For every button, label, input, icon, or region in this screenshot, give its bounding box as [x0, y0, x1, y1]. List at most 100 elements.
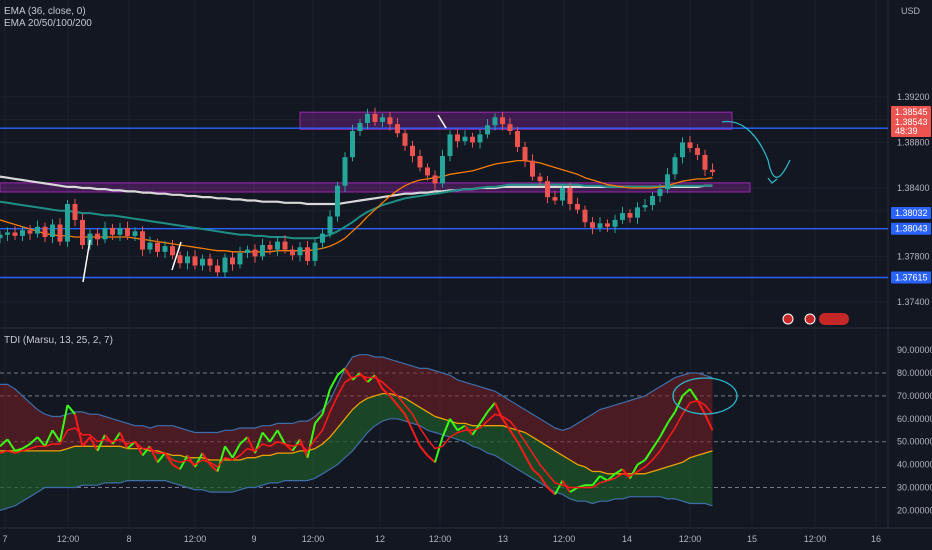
tdi-rsi-segment — [329, 374, 339, 390]
tdi-rsi-segment — [216, 445, 226, 472]
candle-body — [185, 256, 190, 264]
trend-stroke — [171, 241, 182, 271]
candle-body — [635, 207, 640, 218]
candle-body — [177, 255, 183, 264]
candle-body — [492, 117, 498, 126]
tdi-tick-label: 30.000000 — [897, 483, 932, 493]
price-tags: 1.389251.385451.3854348:391.380431.38032… — [891, 106, 931, 284]
candle-body — [402, 133, 408, 146]
time-tick-label: 15 — [747, 534, 757, 544]
candle-body — [267, 245, 273, 250]
tdi-rsi-segment — [96, 434, 106, 452]
tdi-rsi-segment — [651, 436, 661, 450]
price-tag — [891, 222, 931, 235]
tdi-rsi-segment — [66, 404, 76, 415]
tdi-tick-label: 90.000000 — [897, 345, 932, 355]
tdi-rsi-segment — [636, 459, 646, 466]
candle-body — [425, 167, 430, 176]
projection-arrowhead — [767, 177, 778, 184]
tdi-rsi-segment — [21, 443, 31, 450]
price-tag-label: 48:39 — [895, 126, 918, 136]
candle-body — [80, 219, 85, 245]
candle-body — [672, 157, 678, 175]
candle-body — [305, 247, 310, 261]
candle-body — [485, 125, 490, 135]
tdi-lower-band-area — [0, 393, 713, 511]
tdi-legend[interactable]: TDI (Marsu, 13, 25, 2, 7) — [4, 335, 113, 346]
tdi-rsi-segment — [104, 434, 114, 445]
time-tick-label: 16 — [871, 534, 881, 544]
ema-multi-legend[interactable]: EMA 20/50/100/200 — [4, 18, 92, 29]
price-tag — [891, 106, 931, 118]
tdi-rsi-segment — [224, 445, 234, 459]
candle-body — [605, 223, 610, 227]
time-tick-label: 14 — [622, 534, 632, 544]
candle-body — [110, 227, 115, 235]
tdi-rsi-segment — [554, 480, 564, 495]
tdi-rsi-segment — [321, 388, 331, 415]
tdi-rsi-segment — [509, 429, 519, 443]
tdi-rsi-segment — [261, 431, 271, 443]
tdi-rsi-segment — [434, 436, 444, 463]
currency-label: USD — [900, 6, 920, 16]
tdi-rsi-segment — [81, 436, 91, 447]
candle-body — [50, 224, 55, 238]
candle-body — [440, 156, 445, 184]
tdi-rsi-segment — [89, 436, 99, 452]
candle-body — [275, 241, 280, 250]
candle-body — [42, 226, 48, 238]
flag-badge-icon — [782, 313, 794, 325]
candle-body — [357, 123, 363, 131]
tdi-rsi-segment — [44, 429, 54, 447]
candle-body — [462, 136, 468, 142]
tdi-rsi-segment — [6, 438, 16, 452]
candle-body — [665, 174, 670, 190]
price-tag-label: 1.38545 — [895, 107, 928, 117]
time-tick-label: 9 — [251, 534, 256, 544]
tdi-rsi-segment — [644, 448, 654, 461]
candle-body — [500, 117, 505, 125]
tdi-rsi-segment — [621, 468, 631, 479]
candle-body — [380, 117, 385, 122]
candle-body — [350, 131, 355, 158]
candle-body — [372, 113, 378, 122]
time-tick-label: 7 — [2, 534, 7, 544]
tdi-rsi-segment — [269, 429, 279, 443]
candle-body — [417, 156, 423, 168]
tdi-rsi-segment — [456, 424, 466, 432]
candle-body — [597, 223, 603, 228]
candle-body — [680, 142, 685, 158]
tdi-rsi-segment — [681, 388, 691, 397]
candle-body — [215, 265, 220, 273]
zones — [0, 111, 751, 193]
candle-body — [590, 222, 595, 228]
candle-body — [147, 242, 153, 250]
tdi-rsi-segment — [141, 445, 151, 457]
time-tick-label: 12:00 — [302, 534, 325, 544]
ema-36-line — [0, 159, 713, 253]
supply-demand-zone — [299, 111, 733, 130]
candle-body — [612, 219, 618, 227]
tdi-rsi-segment — [336, 367, 346, 377]
candle-body — [365, 113, 370, 124]
candle-body — [695, 148, 700, 155]
tdi-rsi-segment — [134, 441, 144, 456]
time-tick-label: 8 — [126, 534, 131, 544]
tdi-rsi-segment — [441, 418, 451, 438]
candle-body — [117, 227, 123, 235]
candle-body — [470, 136, 475, 143]
tdi-rsi-segment — [179, 454, 189, 470]
tdi-rsi-segment — [696, 400, 706, 415]
candle-body — [620, 213, 625, 220]
tdi-rsi-segment — [314, 413, 324, 425]
candle-body — [320, 233, 325, 243]
candle-body — [290, 249, 295, 256]
ema36-legend[interactable]: EMA (36, close, 0) — [4, 6, 86, 17]
candle-body — [222, 257, 228, 273]
candle-body — [642, 205, 648, 208]
candle-body — [102, 227, 108, 240]
candle-body — [710, 169, 715, 173]
tdi-rsi-segment — [404, 413, 414, 431]
candle-body — [230, 257, 235, 265]
